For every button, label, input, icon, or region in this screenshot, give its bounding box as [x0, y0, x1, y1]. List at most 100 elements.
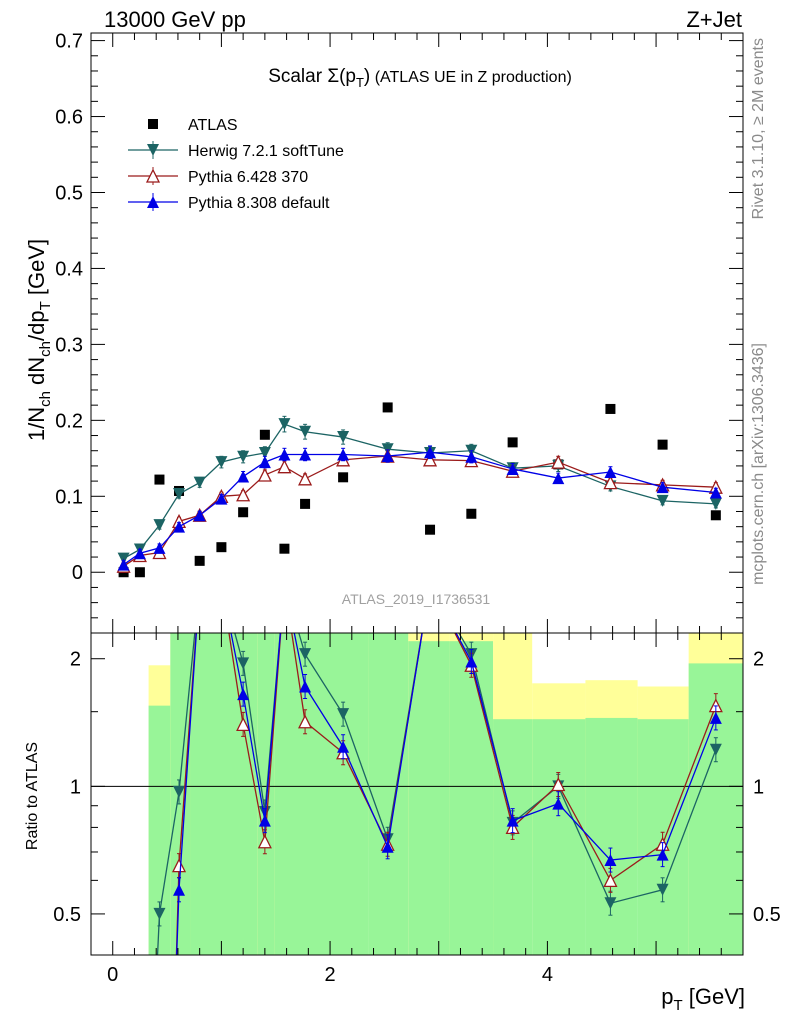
y-tick-label: 0.5	[55, 182, 83, 204]
series-herwig-7-2-1-softtune	[117, 415, 722, 565]
data-point	[465, 450, 478, 463]
ratio-uncertainty-bands	[91, 633, 743, 955]
y-axis-label: 1/Nch dNch/dpT [GeV]	[24, 239, 54, 441]
y-tick-label: 0.1	[55, 486, 83, 508]
inner-band	[449, 641, 494, 955]
data-point	[134, 567, 145, 578]
ratio-data-point	[656, 883, 669, 896]
data-point	[382, 402, 393, 413]
data-point	[507, 437, 518, 448]
ratio-data-point	[171, 858, 187, 873]
data-point	[552, 472, 565, 485]
y-tick-label: 0.4	[55, 258, 83, 280]
ratio-data-point	[237, 688, 250, 701]
data-point	[300, 498, 311, 509]
legend-marker	[145, 168, 161, 183]
ratio-data-point	[257, 834, 272, 849]
ratio-data-point	[656, 848, 669, 861]
ratio-data-point	[173, 785, 186, 798]
ratio-data-point	[236, 716, 251, 732]
ratio-data-point	[299, 648, 312, 661]
data-point	[257, 467, 272, 482]
data-point	[215, 492, 228, 505]
ratio-y-axis-label: Ratio to ATLAS	[24, 742, 41, 850]
data-point	[381, 450, 394, 463]
ratio-y-tick-label-right: 1	[753, 776, 764, 798]
main-axes: 0 0.1 0.2 0.3 0.4 0.5 0.6 0.7	[55, 31, 743, 633]
legend-marker	[147, 144, 159, 156]
legend-item-pythia-6-428-370: Pythia 6.428 370	[128, 167, 308, 186]
legend-marker	[148, 119, 158, 129]
data-point	[133, 547, 146, 560]
data-point	[173, 520, 186, 533]
ratio-data-point	[551, 777, 566, 792]
ratio-data-point	[258, 814, 271, 827]
ratio-y-tick-label-right: 2	[753, 649, 764, 671]
data-point	[709, 486, 722, 499]
data-point	[237, 450, 250, 463]
legend-item-herwig-7-2-1-softtune: Herwig 7.2.1 softTune	[128, 141, 344, 160]
y-tick-label: 0.7	[55, 31, 83, 53]
legend-item-atlas: ATLAS	[148, 117, 238, 134]
data-point	[603, 475, 618, 490]
inner-band	[637, 719, 689, 955]
legend-label: Pythia 8.308 default	[188, 195, 330, 212]
data-point	[259, 429, 270, 440]
data-point	[466, 508, 477, 519]
data-point	[237, 470, 250, 483]
legend-item-pythia-8-308-default: Pythia 8.308 default	[128, 193, 330, 212]
data-point	[194, 555, 205, 566]
ratio-data-point	[709, 743, 722, 756]
data-point	[236, 487, 251, 502]
data-point	[298, 471, 313, 486]
series-line	[123, 451, 716, 566]
rivet-version-label: Rivet 3.1.10, ≥ 2M events	[750, 38, 767, 219]
analysis-watermark: ATLAS_2019_I1736531	[342, 591, 491, 607]
y-tick-label: 0	[72, 562, 83, 584]
inner-band	[148, 705, 171, 955]
data-point	[709, 497, 722, 510]
data-point	[153, 519, 166, 532]
series-pythia-6-428-370	[116, 448, 723, 573]
ratio-data-point	[604, 854, 617, 867]
legend-marker	[147, 196, 159, 208]
data-point	[338, 472, 349, 483]
data-point	[710, 510, 721, 521]
data-point	[337, 431, 350, 444]
ratio-y-tick-label: 0.5	[53, 904, 81, 926]
y-tick-label: 0.6	[55, 107, 83, 129]
ratio-panel: 0 2 4 0.5 0.5 1 1 2 2	[53, 632, 781, 986]
ratio-data-point	[506, 814, 519, 827]
header-left-label: 13000 GeV pp	[104, 7, 246, 32]
ratio-data-point	[237, 657, 250, 670]
chart-title: Scalar Σ(pT) (ATLAS UE in Z production)	[268, 66, 572, 90]
ratio-data-point	[298, 714, 313, 729]
mcplots-label: mcplots.cern.ch [arXiv:1306.3436]	[750, 343, 767, 585]
data-point	[117, 552, 130, 565]
series-atlas	[118, 402, 721, 578]
data-point	[299, 448, 312, 461]
legend-label: ATLAS	[188, 117, 238, 134]
x-tick-label: 0	[107, 964, 118, 986]
ratio-data-point	[465, 655, 478, 668]
data-point	[258, 447, 271, 459]
data-point	[551, 454, 566, 469]
inner-band	[274, 633, 369, 955]
data-point	[605, 403, 616, 414]
data-point	[656, 481, 669, 494]
data-point	[193, 509, 206, 522]
ratio-series-pythia-8-308-default	[173, 633, 722, 955]
data-point	[425, 524, 436, 535]
inner-band	[532, 719, 586, 955]
ratio-data-point	[173, 883, 186, 896]
data-point	[604, 465, 617, 478]
data-point	[258, 456, 271, 469]
data-point	[193, 476, 206, 489]
y-tick-label: 0.3	[55, 334, 83, 356]
x-tick-label: 4	[542, 964, 553, 986]
data-point	[216, 542, 227, 553]
data-point	[422, 452, 438, 467]
legend-label: Herwig 7.2.1 softTune	[188, 143, 344, 160]
ratio-data-point	[381, 840, 394, 853]
